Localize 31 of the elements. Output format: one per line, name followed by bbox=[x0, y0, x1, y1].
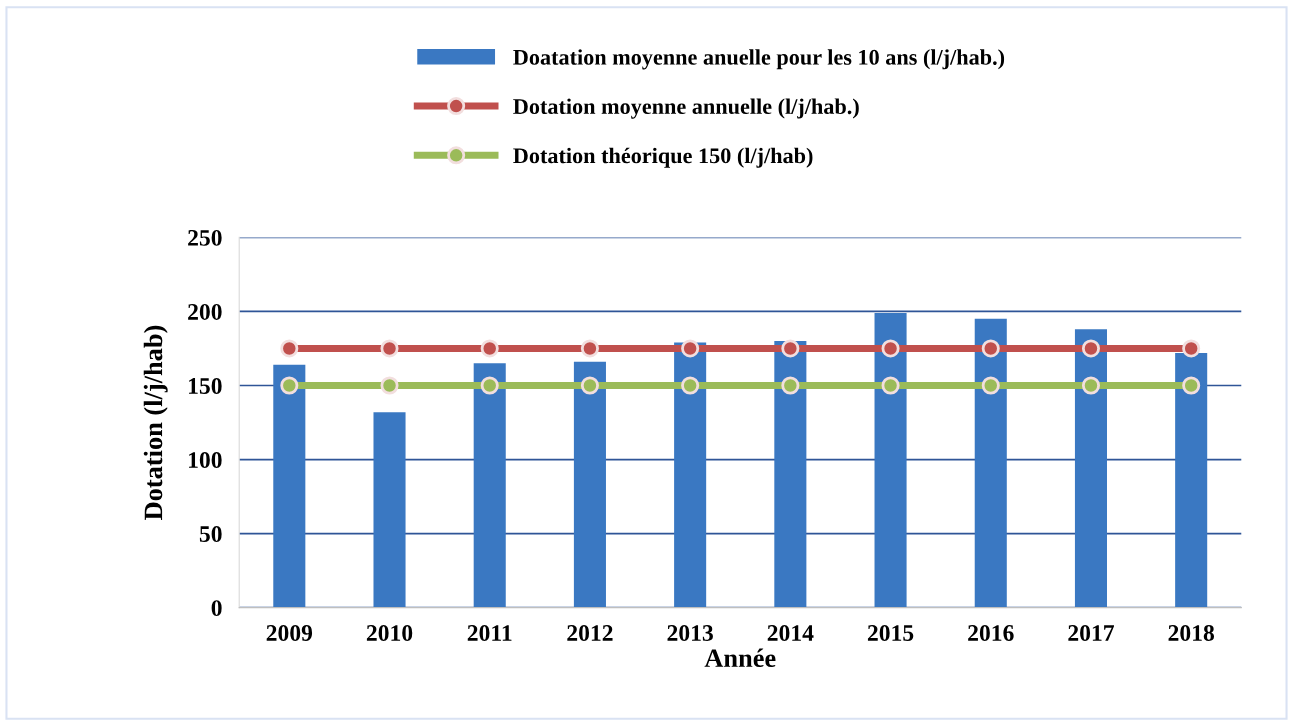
bar bbox=[674, 342, 707, 608]
y-tick-label: 250 bbox=[188, 229, 222, 246]
x-axis-title: Année bbox=[704, 648, 776, 668]
x-tick-label: 2017 bbox=[1068, 625, 1114, 641]
bar bbox=[473, 363, 506, 608]
x-tick-label: 2013 bbox=[667, 625, 713, 641]
bar bbox=[874, 312, 907, 608]
y-tick-label: 150 bbox=[189, 378, 222, 394]
y-axis-title: Dotation (l/j/hab) bbox=[143, 325, 168, 520]
x-tick-label: 2011 bbox=[467, 625, 512, 641]
bar bbox=[573, 361, 606, 608]
x-tick-label: 2012 bbox=[567, 625, 613, 641]
legend-label: Dotation théorique 150 (l/j/hab) bbox=[513, 147, 813, 168]
x-tick-label: 2018 bbox=[1168, 625, 1215, 641]
bar bbox=[1175, 352, 1208, 608]
bar bbox=[273, 364, 306, 608]
y-tick-label: 100 bbox=[189, 452, 222, 468]
y-tick-label: 50 bbox=[199, 526, 222, 543]
x-tick-label: 2014 bbox=[767, 625, 814, 641]
x-tick-label: 2015 bbox=[867, 625, 914, 641]
legend-label: Dotation moyenne annuelle (l/j/hab.) bbox=[513, 98, 859, 119]
bar bbox=[774, 341, 807, 608]
x-tick-label: 2016 bbox=[968, 625, 1014, 641]
x-tick-label: 2009 bbox=[266, 625, 313, 641]
bar bbox=[974, 318, 1007, 608]
y-tick-label: 0 bbox=[211, 600, 222, 617]
legend-label: Doatation moyenne anuelle pour les 10 ans (l/j/hab.) bbox=[513, 49, 1005, 70]
y-tick-label: 200 bbox=[188, 303, 222, 320]
x-tick-label: 2010 bbox=[366, 625, 413, 641]
bar bbox=[1074, 329, 1107, 608]
bar bbox=[373, 412, 406, 608]
